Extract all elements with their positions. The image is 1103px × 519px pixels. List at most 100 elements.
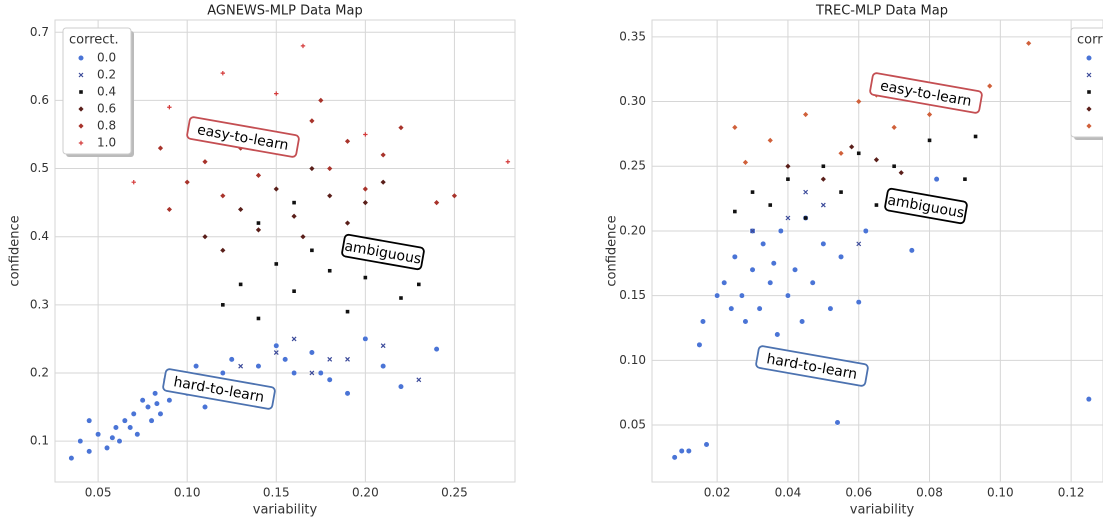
x-tick-label: 0.20 bbox=[352, 486, 379, 500]
legend-title: correct. bbox=[1077, 33, 1103, 48]
point bbox=[849, 144, 855, 150]
point bbox=[202, 159, 208, 165]
point bbox=[963, 177, 967, 181]
point bbox=[820, 240, 827, 247]
point bbox=[290, 369, 298, 377]
point bbox=[273, 186, 279, 192]
point bbox=[300, 43, 306, 49]
point bbox=[821, 164, 826, 169]
y-tick-label: 0.20 bbox=[619, 223, 646, 237]
x-axis-label: variability bbox=[253, 503, 318, 518]
legend-marker bbox=[1086, 123, 1092, 129]
point bbox=[933, 176, 940, 183]
annotation: hard-to-learn bbox=[755, 345, 869, 387]
point bbox=[803, 216, 808, 220]
point bbox=[820, 176, 826, 182]
annotation-box bbox=[162, 368, 276, 410]
y-tick-label: 0.1 bbox=[30, 434, 49, 448]
point bbox=[292, 289, 296, 294]
y-tick-label: 0.4 bbox=[30, 229, 49, 243]
point bbox=[873, 157, 880, 163]
point bbox=[344, 390, 351, 397]
point bbox=[786, 177, 790, 181]
chart-title: TREC-MLP Data Map bbox=[815, 4, 948, 19]
point bbox=[327, 193, 333, 199]
point bbox=[380, 152, 386, 158]
point bbox=[416, 282, 421, 287]
legend-marker bbox=[77, 54, 85, 62]
point bbox=[434, 200, 440, 206]
point bbox=[760, 240, 767, 247]
x-tick-label: 0.12 bbox=[1058, 486, 1085, 500]
point bbox=[273, 342, 280, 349]
point bbox=[855, 299, 862, 306]
point bbox=[696, 341, 703, 348]
plot: TREC-MLP Data Mapvariabilityconfidence0.… bbox=[605, 4, 1103, 518]
point bbox=[300, 234, 306, 240]
point bbox=[112, 424, 120, 431]
point bbox=[317, 369, 324, 377]
plot-frame bbox=[651, 19, 1103, 483]
point bbox=[144, 403, 152, 411]
point bbox=[309, 165, 315, 172]
point bbox=[1085, 396, 1092, 403]
point bbox=[791, 266, 799, 273]
legend-marker bbox=[78, 106, 84, 112]
point bbox=[973, 134, 978, 139]
point bbox=[274, 262, 279, 266]
point bbox=[345, 356, 350, 362]
point bbox=[130, 410, 137, 417]
y-tick-label: 0.3 bbox=[30, 297, 49, 311]
point bbox=[767, 137, 773, 143]
point bbox=[732, 124, 738, 131]
point bbox=[798, 318, 806, 325]
x-tick-label: 0.15 bbox=[263, 486, 290, 500]
point bbox=[926, 111, 933, 118]
point bbox=[362, 200, 368, 206]
annotation-box bbox=[884, 187, 968, 225]
x-tick-label: 0.10 bbox=[987, 486, 1014, 500]
point bbox=[399, 296, 403, 300]
point bbox=[749, 266, 756, 273]
point bbox=[273, 350, 279, 355]
point bbox=[192, 363, 200, 370]
point bbox=[891, 124, 897, 131]
point bbox=[344, 138, 351, 144]
point bbox=[238, 206, 244, 213]
point bbox=[68, 455, 75, 462]
y-tick-label: 0.5 bbox=[30, 161, 49, 175]
legend-label: 0.8 bbox=[97, 119, 116, 133]
point bbox=[1026, 40, 1032, 46]
y-axis-label: confidence bbox=[8, 215, 23, 286]
point bbox=[86, 417, 93, 424]
point bbox=[820, 202, 826, 208]
point bbox=[134, 431, 141, 438]
point bbox=[309, 118, 315, 124]
point bbox=[862, 227, 869, 235]
point bbox=[380, 343, 386, 349]
point bbox=[714, 292, 721, 299]
point bbox=[380, 179, 386, 185]
point bbox=[856, 98, 862, 105]
point bbox=[874, 203, 879, 207]
point bbox=[256, 316, 261, 321]
point bbox=[397, 383, 405, 390]
point bbox=[774, 331, 781, 338]
point bbox=[255, 227, 262, 233]
legend-marker bbox=[78, 72, 84, 78]
point bbox=[255, 172, 262, 178]
point bbox=[310, 248, 314, 253]
point bbox=[116, 438, 123, 445]
point bbox=[327, 356, 333, 362]
legend-marker bbox=[78, 123, 84, 129]
point bbox=[699, 318, 707, 325]
annotation: easy-to-learn bbox=[186, 116, 300, 158]
point bbox=[228, 356, 235, 363]
point bbox=[238, 363, 244, 369]
point bbox=[927, 138, 932, 143]
x-tick-label: 0.05 bbox=[85, 486, 112, 500]
plot-frame bbox=[54, 19, 516, 483]
point bbox=[166, 397, 173, 404]
point bbox=[327, 165, 333, 172]
